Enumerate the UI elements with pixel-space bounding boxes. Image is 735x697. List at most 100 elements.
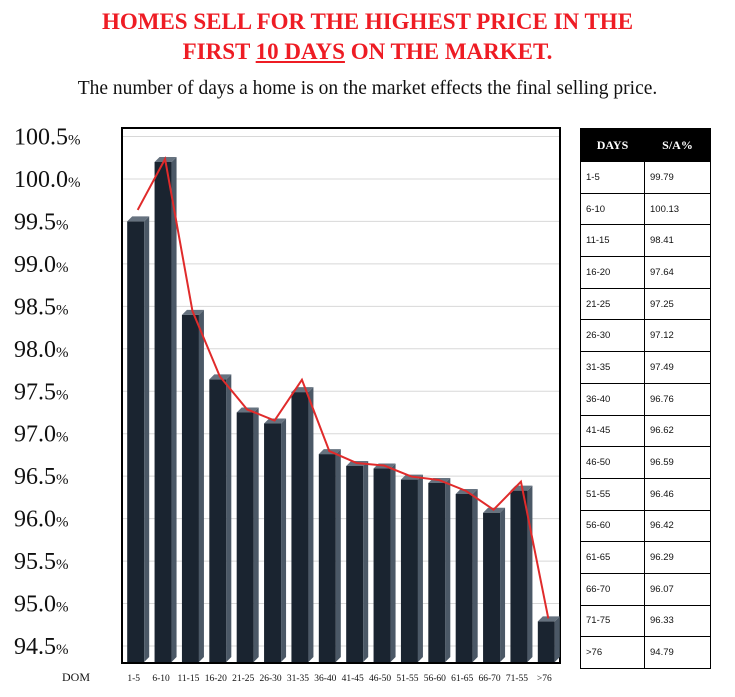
y-tick-percent: %: [56, 472, 69, 488]
y-tick-label: 95.5%: [14, 549, 69, 575]
bar: [209, 374, 232, 662]
bar: [291, 387, 314, 662]
chart-subtitle: The number of days a home is on the mark…: [77, 78, 658, 99]
bar-front: [236, 412, 254, 662]
table-row: 46-50 96.59: [580, 446, 711, 479]
bar-side: [445, 477, 451, 662]
sa-cell: 98.41: [644, 224, 711, 258]
header-sa: S/A%: [644, 128, 711, 162]
days-cell: 6-10: [580, 192, 645, 226]
sa-cell: 96.33: [644, 604, 711, 638]
y-tick-percent: %: [56, 387, 69, 403]
sa-cell: 97.49: [644, 351, 711, 384]
bar-front: [181, 314, 199, 662]
bar-side: [500, 507, 506, 662]
table-row: >76 94.79: [580, 636, 711, 669]
x-tick-label: 41-45: [342, 674, 364, 684]
bar: [236, 407, 259, 662]
sa-cell: 96.46: [644, 477, 711, 511]
sa-cell: 94.79: [644, 636, 711, 669]
bar: [264, 418, 287, 662]
table-row: 21-25 97.25: [580, 287, 711, 321]
sa-cell: 97.12: [644, 319, 711, 353]
y-tick-percent: %: [56, 260, 69, 276]
x-axis-label: DOM: [62, 670, 90, 684]
y-tick-percent: %: [56, 430, 69, 446]
y-tick-percent: %: [56, 302, 69, 318]
sa-cell: 100.13: [644, 192, 711, 226]
y-tick-number: 96.0: [14, 507, 56, 533]
bar-front: [400, 479, 418, 662]
y-tick-percent: %: [56, 345, 69, 361]
table-row: 51-55 96.46: [580, 477, 711, 511]
chart-title-line2: FIRST 10 DAYS ON THE MARKET.: [0, 38, 735, 65]
sa-cell: 97.25: [644, 287, 711, 321]
bar: [483, 507, 506, 662]
x-tick-label: 71-55: [506, 674, 528, 684]
table-row: 31-35 97.49: [580, 351, 711, 384]
bar: [455, 489, 478, 662]
y-tick-number: 95.0: [14, 592, 56, 618]
y-tick-number: 100.5: [14, 124, 68, 150]
bar-side: [308, 387, 314, 662]
y-tick-number: 96.5: [14, 464, 56, 490]
y-tick-percent: %: [68, 132, 81, 148]
bar: [510, 485, 533, 662]
y-tick-percent: %: [68, 175, 81, 191]
title-line2-prefix: FIRST: [182, 39, 256, 64]
days-cell: 56-60: [580, 509, 645, 543]
bar-side: [363, 460, 369, 662]
y-tick-percent: %: [56, 515, 69, 531]
x-tick-label: 26-30: [259, 674, 281, 684]
bar-front: [373, 468, 391, 662]
y-tick-percent: %: [56, 600, 69, 616]
bars: [127, 156, 560, 662]
bar-front: [346, 465, 364, 662]
trend-line: [136, 155, 550, 619]
table-body: 1-5 99.79 6-10 100.13 11-15 98.41 16-20 97.64 21…: [580, 161, 711, 669]
x-tick-label: 6-10: [152, 674, 170, 684]
bar-side: [554, 616, 560, 662]
table-row: 1-5 99.79: [580, 161, 711, 194]
table-row: 6-10 100.13: [580, 192, 711, 226]
bar-front: [483, 512, 501, 662]
bar: [428, 477, 451, 662]
y-tick-label: 99.5%: [14, 209, 69, 235]
header-days: DAYS: [580, 128, 645, 162]
days-cell: 51-55: [580, 477, 645, 511]
bar-side: [335, 449, 341, 662]
y-tick-percent: %: [56, 642, 69, 658]
y-tick-label: 94.5%: [14, 634, 69, 660]
x-tick-label: 36-40: [314, 674, 336, 684]
days-cell: 11-15: [580, 224, 645, 258]
y-tick-number: 95.5: [14, 549, 56, 575]
y-tick-label: 100.5%: [14, 124, 81, 150]
sa-cell: 96.76: [644, 382, 711, 416]
bar-side: [390, 463, 396, 662]
bar-side: [198, 309, 204, 662]
y-tick-number: 97.0: [14, 422, 56, 448]
bar: [318, 449, 341, 662]
days-cell: 31-35: [580, 351, 645, 384]
days-cell: 71-75: [580, 604, 645, 638]
days-cell: 46-50: [580, 446, 645, 479]
sa-cell: 96.07: [644, 572, 711, 606]
y-tick-label: 98.0%: [14, 337, 69, 363]
bar: [400, 474, 423, 662]
y-tick-label: 99.0%: [14, 252, 69, 278]
bar-side: [226, 374, 232, 662]
bar-front: [264, 423, 282, 662]
y-tick-label: 98.5%: [14, 294, 69, 320]
days-cell: 66-70: [580, 572, 645, 606]
bar-side: [472, 489, 478, 662]
days-cell: >76: [580, 636, 645, 669]
bar-front: [428, 482, 446, 662]
sa-cell: 99.79: [644, 161, 711, 194]
table-row: 66-70 96.07: [580, 572, 711, 606]
x-tick-label: 51-55: [396, 674, 418, 684]
table-header-row: DAYS S/A%: [580, 128, 711, 162]
bar: [181, 309, 204, 662]
y-tick-percent: %: [56, 217, 69, 233]
days-cell: 41-45: [580, 414, 645, 448]
